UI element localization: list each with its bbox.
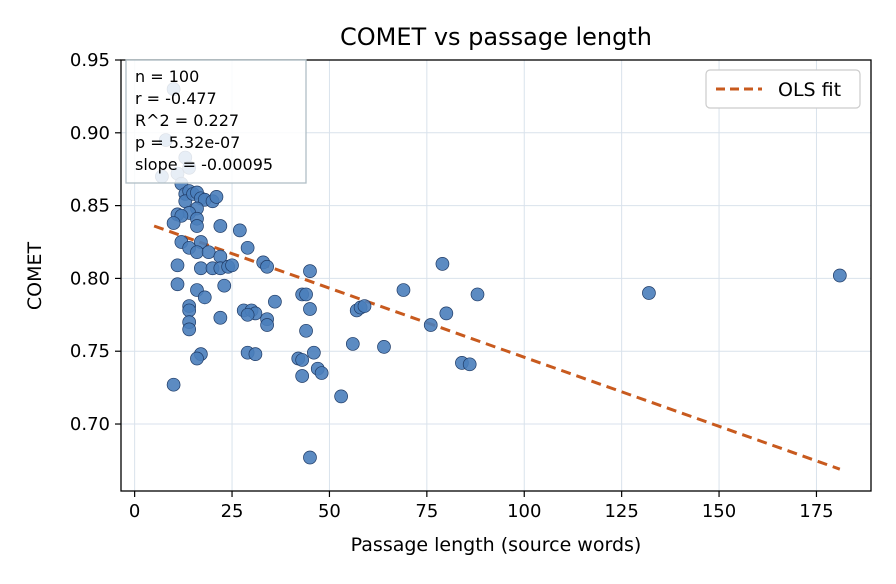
data-point [232,223,247,238]
data-point [470,287,485,302]
stats-r2: R^2 = 0.227 [135,111,239,130]
x-axis-label: Passage length (source words) [351,534,642,556]
data-point [190,351,204,366]
data-point [299,287,313,302]
data-point [170,277,185,292]
data-point [190,245,204,260]
points-layer [155,82,847,465]
legend: OLS fit [705,69,861,109]
data-point [166,216,181,230]
data-point [435,257,450,271]
data-point [303,264,317,278]
data-point [307,345,321,360]
stats-slope: slope = -0.00095 [135,155,273,174]
data-point [170,258,185,273]
data-point [268,294,282,309]
data-point [182,303,197,318]
data-point [240,240,255,255]
x-tick-label: 100 [507,501,541,522]
x-tick-label: 0 [129,501,140,522]
data-point [260,318,274,332]
stats-r: r = -0.477 [135,89,217,108]
stats-box: n = 100 r = -0.477 R^2 = 0.227 p = 5.32e… [125,59,307,184]
plot-frame [120,59,872,492]
data-point [295,353,310,367]
data-point [217,278,232,293]
y-tick-label: 0.90 [70,123,110,144]
data-point [201,245,216,260]
x-tick-label: 75 [415,501,438,522]
data-point [182,322,197,337]
data-point [194,261,208,276]
data-point [213,219,228,233]
x-tick-label: 150 [702,501,736,522]
data-point [303,450,317,465]
legend-label-ols-fit: OLS fit [778,79,841,101]
y-tick-label: 0.70 [70,414,110,435]
data-point [439,306,454,321]
data-point [357,299,372,313]
data-point [225,258,239,273]
data-point [166,377,181,392]
legend-frame [705,69,861,109]
y-tick-label: 0.95 [70,50,110,71]
x-tick-label: 175 [799,501,833,522]
y-tick-label: 0.85 [70,196,110,217]
data-point [334,389,348,404]
x-axis-ticks: 0 25 50 75 100 125 150 175 [129,491,834,522]
data-point [197,290,212,305]
data-point [299,323,313,338]
data-point [248,347,263,361]
y-tick-label: 0.80 [70,268,110,289]
y-axis-label: COMET [24,241,46,310]
data-point [396,283,411,297]
data-point [209,190,224,204]
stats-n: n = 100 [135,67,199,86]
data-point [423,318,438,332]
stats-box-frame [125,59,307,184]
chart-title: COMET vs passage length [340,23,652,51]
data-point [345,337,360,351]
data-point [240,307,255,322]
x-tick-label: 25 [221,501,244,522]
data-point [462,357,477,372]
data-point [377,339,391,354]
data-point [295,369,310,383]
data-point [213,310,228,325]
data-point [303,302,317,316]
data-point [314,366,329,380]
y-tick-label: 0.75 [70,341,110,362]
x-tick-label: 50 [318,501,341,522]
data-point [260,259,274,274]
data-point [190,219,204,233]
y-axis-ticks: 0.70 0.75 0.80 0.85 0.90 0.95 [70,50,121,435]
x-tick-label: 125 [604,501,638,522]
data-point [642,286,656,300]
stats-p: p = 5.32e-07 [135,133,240,152]
data-point [832,268,847,283]
